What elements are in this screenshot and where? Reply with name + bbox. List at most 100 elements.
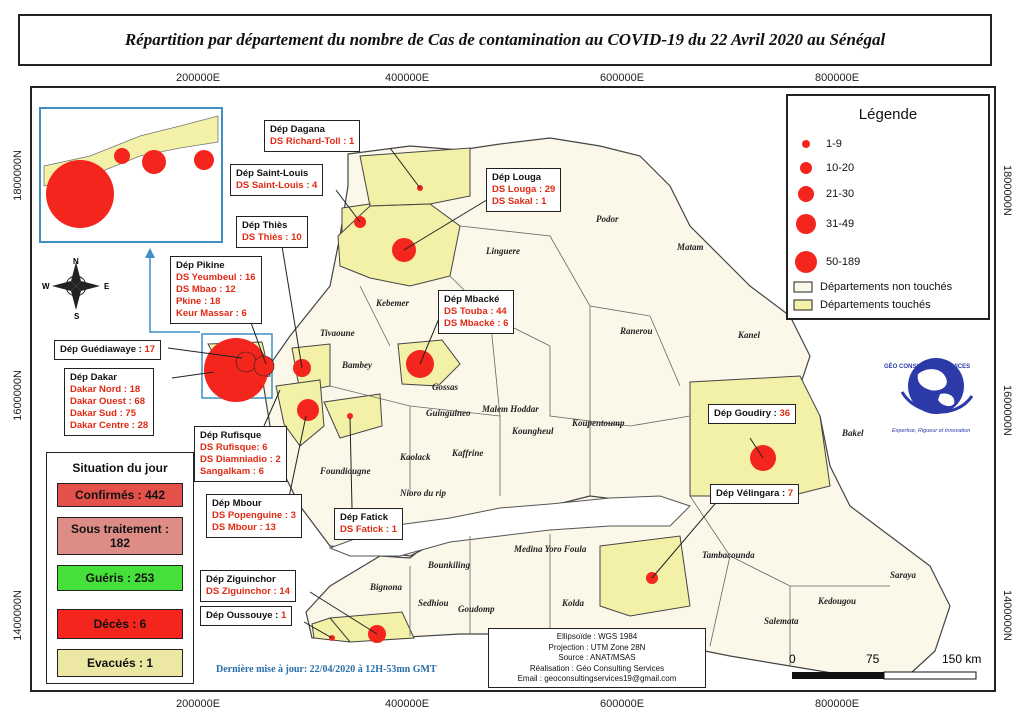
compass-e: E xyxy=(104,282,110,291)
inset-pointer xyxy=(149,252,200,333)
dept-velingara xyxy=(599,535,691,617)
label-mbacke: Dép Mbacké DS Touba : 44 DS Mbacké : 6 xyxy=(438,290,515,334)
place-tivaoune: Tivaoune xyxy=(320,328,355,338)
label-saint-louis: Dép Saint-Louis DS Saint-Louis : 4 xyxy=(230,164,324,196)
place-guinguineo: Guinguineo xyxy=(426,408,471,418)
place-gossas: Gossas xyxy=(432,382,459,392)
place-koungheul: Koungheul xyxy=(512,426,554,436)
map-title: Répartition par département du nombre de… xyxy=(18,14,992,66)
coord-y-left-2: 1600000N xyxy=(12,370,24,421)
legend-circle-1 xyxy=(802,140,810,148)
scale-bar-left xyxy=(792,672,884,679)
info-email: Email : geoconsultingservices19@gmail.co… xyxy=(517,674,677,683)
inset-pikine-circle xyxy=(142,150,166,174)
label-thies: Dép Thiès DS Thiès : 10 xyxy=(236,216,308,248)
legend-circle-5 xyxy=(795,251,817,273)
compass-icon xyxy=(52,262,100,310)
place-kedougou: Kedougou xyxy=(818,596,857,606)
coord-y-left-3: 1400000N xyxy=(12,590,24,641)
info-ellipsoid: Ellipsoïde : WGS 1984 xyxy=(556,632,638,641)
legend-class-5: 50-189 xyxy=(826,256,861,268)
legend-circle-2 xyxy=(800,162,812,174)
label-ziguinchor: Dép Ziguinchor DS Ziguinchor : 14 xyxy=(200,570,296,602)
coord-y-left-1: 1800000N xyxy=(12,150,24,201)
place-medina-yoro-foula: Medina Yoro Foula xyxy=(514,544,587,554)
legend-touched: Départements touchés xyxy=(820,299,931,311)
stat-sous-traitement: Sous traitement : 182 xyxy=(57,517,183,555)
place-malem-hoddar: Malem Hoddar xyxy=(482,404,539,414)
place-foundiougne: Foundiougne xyxy=(320,466,371,476)
place-kaolack: Kaolack xyxy=(400,452,431,462)
label-pikine: Dép Pikine DS Yeumbeul : 16 DS Mbao : 12 Pk… xyxy=(170,256,262,324)
inset-dakar-circle xyxy=(46,160,114,228)
place-bakel: Bakel xyxy=(842,428,864,438)
legend-untouched: Départements non touchés xyxy=(820,281,953,293)
leader-lines xyxy=(167,147,764,639)
label-louga: Dép Louga DS Louga : 29 DS Sakal : 1 xyxy=(486,168,562,212)
place-podor: Podor xyxy=(596,214,619,224)
coord-x-bottom-2: 400000E xyxy=(385,698,430,710)
logo-text: GÉO CONSULTING SERVICES xyxy=(884,364,971,370)
label-dakar: Dép Dakar Dakar Nord : 18 Dakar Ouest : 68… xyxy=(64,368,155,436)
coord-x-top-3: 600000E xyxy=(600,72,645,84)
dept-oussouye xyxy=(311,617,352,643)
stat-evacues: Evacués : 1 xyxy=(57,649,183,677)
legend-class-3: 21-30 xyxy=(826,188,855,200)
legend-class-2: 10-20 xyxy=(826,162,855,174)
info-realisation: Réalisation : Géo Consulting Services xyxy=(529,663,665,673)
label-mbour: Dép Mbour DS Popenguine : 3 DS Mbour : 13 xyxy=(206,494,302,538)
place-ranerou: Ranerou xyxy=(620,326,653,336)
coord-y-right-1: 1800000N xyxy=(1001,165,1013,216)
inset-rufisque-circle xyxy=(194,150,214,170)
stat-confirmes: Confirmés : 442 xyxy=(57,483,183,507)
label-velingara: Dép Vélingara : 7 xyxy=(710,484,800,504)
place-kolda: Kolda xyxy=(562,598,585,608)
label-dagana: Dép Dagana DS Richard-Toll : 1 xyxy=(264,120,361,152)
place-bounkiling: Bounkiling xyxy=(428,560,471,570)
situation-title: Situation du jour xyxy=(72,461,168,475)
circle-fatick xyxy=(347,413,353,419)
place-kaffrine: Kaffrine xyxy=(452,448,484,458)
place-saraya: Saraya xyxy=(890,570,917,580)
inset-guediawaye-circle xyxy=(114,148,130,164)
label-goudiry: Dép Goudiry : 36 xyxy=(708,404,797,424)
legend-symbols xyxy=(793,140,817,311)
label-guediawaye: Dép Guédiawaye : 17 xyxy=(54,340,162,360)
place-kanel: Kanel xyxy=(738,330,761,340)
place-salemata: Salemata xyxy=(764,616,799,626)
coord-x-bottom-3: 600000E xyxy=(600,698,645,710)
legend-class-1: 1-9 xyxy=(826,138,842,150)
label-oussouye: Dép Oussouye : 1 xyxy=(200,606,293,626)
place-koupentoump: Koupentoump xyxy=(572,418,625,428)
situation-panel: Situation du jour Confirmés : 442 Sous t… xyxy=(46,452,194,684)
update-note: Dernière mise à jour: 22/04/2020 à 12H-5… xyxy=(216,664,437,675)
compass-s: S xyxy=(74,312,80,321)
circle-mbour xyxy=(297,399,319,421)
scale-label-75: 75 xyxy=(866,652,880,666)
coord-x-top-4: 800000E xyxy=(815,72,860,84)
dept-goudiry xyxy=(689,375,831,497)
stat-gueris: Guéris : 253 xyxy=(57,565,183,591)
label-fatick: Dép Fatick DS Fatick : 1 xyxy=(334,508,404,540)
place-kebemer: Kebemer xyxy=(376,298,409,308)
compass-w: W xyxy=(42,282,50,291)
circle-guediawaye xyxy=(235,351,257,373)
dept-dagana xyxy=(359,147,471,207)
legend-untouched-swatch xyxy=(793,281,813,293)
scale-label-0: 0 xyxy=(789,652,796,666)
scale-label-150: 150 km xyxy=(942,652,982,666)
place-bambey: Bambey xyxy=(342,360,372,370)
coord-x-top-2: 400000E xyxy=(385,72,430,84)
legend-circle-4 xyxy=(796,214,816,234)
info-projection: Projection : UTM Zone 28N xyxy=(548,642,646,652)
coord-x-bottom-4: 800000E xyxy=(815,698,860,710)
place-tambacounda: Tambacounda xyxy=(702,550,755,560)
legend-title: Légende xyxy=(858,106,918,123)
circle-pikine xyxy=(253,355,275,377)
coord-y-right-3: 1400000N xyxy=(1001,590,1013,641)
legend: Légende 1-9 10-20 21-30 31-49 50-189 Dép… xyxy=(786,94,990,320)
place-sedhiou: Sedhiou xyxy=(418,598,449,608)
legend-touched-swatch xyxy=(793,299,813,311)
gambia-gap xyxy=(328,495,691,557)
stat-deces: Décès : 6 xyxy=(57,609,183,639)
